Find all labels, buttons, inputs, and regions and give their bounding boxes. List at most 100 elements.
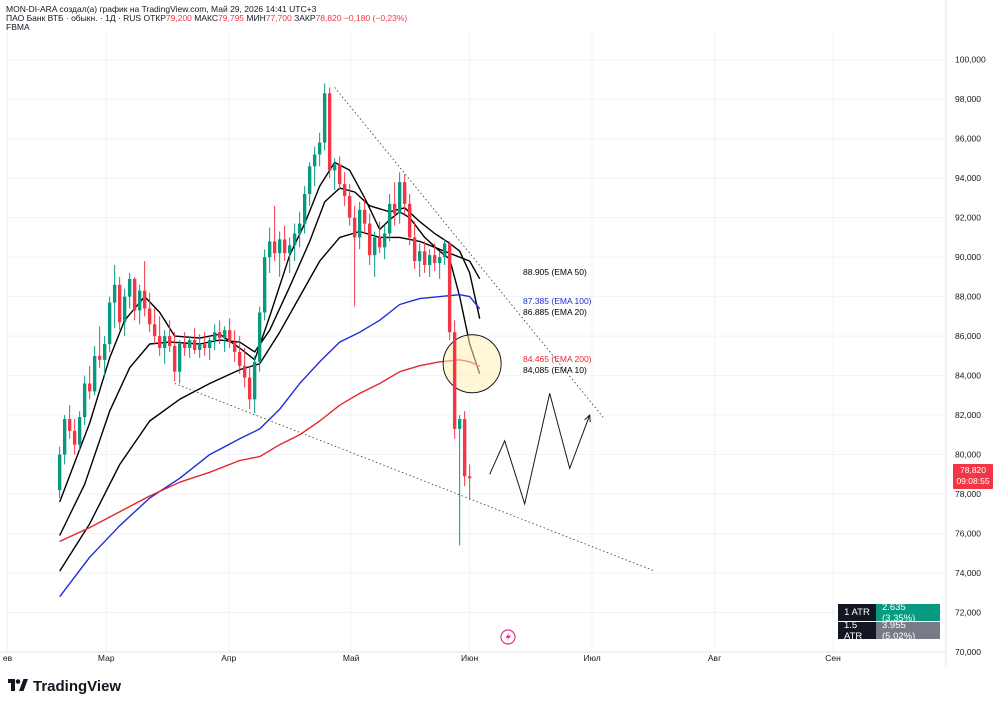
candle [257, 306, 262, 372]
candle-body [357, 209, 362, 238]
candle [112, 265, 117, 329]
candle-body [127, 278, 132, 297]
flash-icon[interactable] [500, 629, 516, 645]
candle-body [247, 377, 252, 400]
price-tick-label: 94,000 [955, 173, 981, 183]
candle [242, 347, 247, 388]
candle [432, 243, 437, 271]
candle [182, 332, 187, 356]
candle [77, 411, 82, 451]
candle [387, 193, 392, 242]
candle-body [142, 290, 147, 309]
candle [67, 405, 72, 439]
low-value: 77,700 [265, 13, 292, 23]
candle-body [437, 257, 442, 264]
candle-body [277, 239, 282, 254]
candle [82, 375, 87, 425]
candle-body [67, 419, 72, 431]
candle [277, 231, 282, 277]
candle-body [412, 237, 417, 262]
candle [222, 326, 227, 352]
chart-header-line: MON-DI-ARA создал(а) график на TradingVi… [6, 4, 316, 14]
candle [137, 284, 142, 325]
candle-body [177, 344, 182, 372]
candle-body [447, 243, 452, 333]
time-tick-label: Авг [708, 653, 721, 663]
candle-body [362, 209, 367, 224]
candle-body [367, 223, 372, 256]
ema-value-label: 88.905 (EMA 50) [523, 267, 587, 277]
candle-body [392, 203, 397, 214]
candle [152, 308, 157, 345]
atr-label: 1 ATR [838, 604, 876, 621]
candle-body [302, 193, 307, 224]
candle [237, 336, 242, 374]
time-tick-label: Июл [583, 653, 600, 663]
candle-body [82, 383, 87, 418]
candle-body [282, 239, 287, 254]
price-tick-label: 98,000 [955, 94, 981, 104]
candle [252, 355, 257, 414]
ema-line [59, 359, 480, 543]
change-value: −0,180 (−0,23%) [343, 13, 408, 23]
candle [157, 316, 162, 356]
high-value: 79,795 [218, 13, 245, 23]
symbol-name[interactable]: ПАО Банк ВТБ · обыкн. · 1Д · RUS [6, 13, 142, 23]
candle-body [272, 241, 277, 254]
candle-body [107, 302, 112, 345]
candle-body [352, 217, 357, 238]
candle [367, 213, 372, 266]
candle-body [117, 284, 122, 323]
bar-countdown: 09:08:55 [956, 476, 990, 486]
candle [57, 446, 62, 499]
price-tick-label: 78,000 [955, 489, 981, 499]
last-price: 78,820 [960, 465, 986, 475]
ema-value-label: 84.465 (EMA 200) [523, 354, 592, 364]
ema-value-label: 86.885 (EMA 20) [523, 307, 587, 317]
candle-body [192, 340, 197, 350]
candle-body [197, 344, 202, 350]
candle [442, 239, 447, 266]
candle-body [182, 344, 187, 348]
price-tick-label: 92,000 [955, 213, 981, 223]
atr-value: 3.955 (5.02%) [876, 620, 940, 642]
high-label: МАКС [194, 13, 219, 23]
candle [312, 146, 317, 187]
candle-body [422, 251, 427, 266]
candle [272, 205, 277, 262]
ema-value-label: 84,085 (EMA 10) [523, 365, 587, 375]
tradingview-logo[interactable]: TradingView [8, 678, 121, 695]
candle-body [442, 243, 447, 258]
low-label: МИН [246, 13, 266, 23]
candle-body [62, 419, 67, 455]
candle-body [212, 332, 217, 341]
price-tick-label: 100,000 [955, 55, 986, 65]
price-tick-label: 90,000 [955, 252, 981, 262]
candle-body [257, 312, 262, 362]
price-tick-label: 86,000 [955, 331, 981, 341]
candle [227, 318, 232, 348]
candlesticks [57, 83, 472, 546]
atr-value: 2.635 (3.35%) [876, 602, 940, 624]
candle [177, 340, 182, 384]
atr-row-1: 1 ATR 2.635 (3.35%) [838, 602, 940, 624]
ema-value-labels: 84,085 (EMA 10) 86.885 (EMA 20) 88.905 (EM… [523, 267, 592, 375]
candle-body [92, 355, 97, 392]
open-label: ОТКР [143, 13, 166, 23]
candle [132, 276, 137, 321]
candle-body [97, 355, 102, 360]
candle [212, 324, 217, 350]
ema-line [59, 187, 481, 536]
upper-trendline [334, 87, 605, 420]
candle-body [337, 164, 342, 185]
price-tick-label: 74,000 [955, 568, 981, 578]
candle [302, 186, 307, 234]
time-tick-label: Мар [98, 653, 115, 663]
candle [457, 415, 462, 546]
candle-body [207, 340, 212, 348]
candle-body [242, 365, 247, 378]
ema-lines [59, 161, 481, 598]
ohlc-header: ПАО Банк ВТБ · обыкн. · 1Д · RUS ОТКР 79,… [6, 13, 407, 23]
tradingview-logo-icon [8, 678, 28, 695]
